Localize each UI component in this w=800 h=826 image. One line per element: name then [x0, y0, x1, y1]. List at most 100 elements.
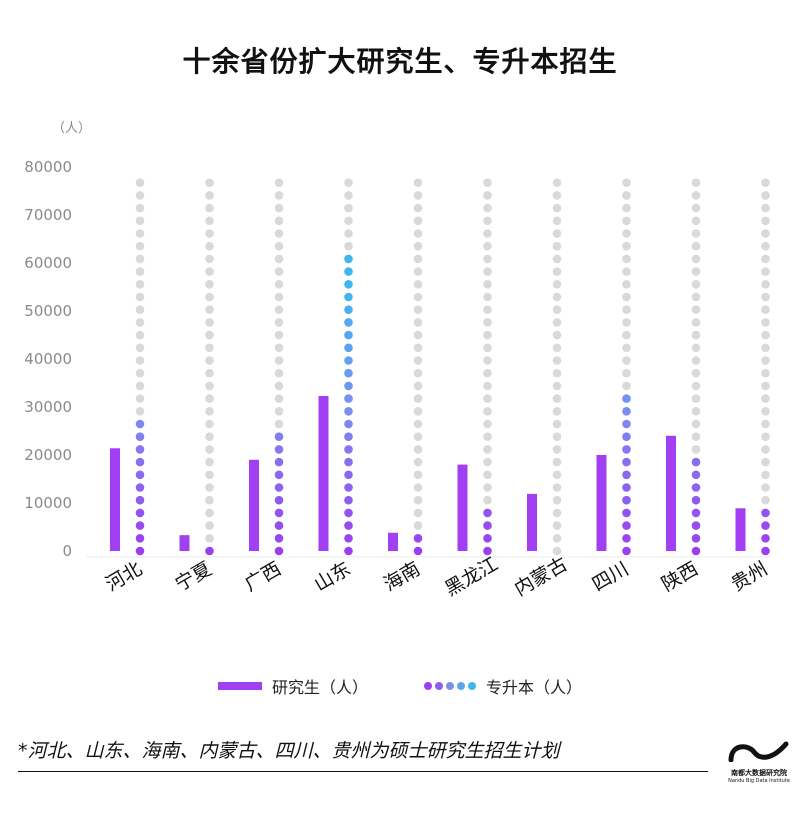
track-dot — [413, 381, 423, 391]
track-dot — [205, 305, 214, 315]
track-dot — [413, 368, 423, 378]
track-dot — [691, 432, 701, 442]
track-dot — [552, 229, 562, 238]
grad-bar-山东 — [318, 395, 329, 551]
track-dot — [552, 521, 562, 530]
track-dot — [205, 407, 214, 416]
track-dot — [135, 229, 145, 238]
zsb-dot-山东 — [344, 394, 353, 403]
chart-canvas: （人） 0 10000 20000 30000 40000 50000 60000 70000 8… — [24, 121, 771, 601]
zsb-dot-四川 — [622, 483, 631, 492]
zsb-dot-山东 — [344, 343, 353, 353]
track-dot — [413, 419, 423, 429]
track-dot — [205, 241, 214, 251]
track-dot — [413, 343, 423, 353]
track-dot — [483, 483, 492, 492]
grad-bar-河北 — [110, 448, 120, 551]
track-dot — [135, 305, 145, 315]
track-dot — [691, 445, 701, 454]
zsb-dot-山东 — [344, 356, 353, 365]
track-dot — [274, 216, 284, 226]
zsb-dot-山东 — [344, 508, 353, 518]
track-dot — [274, 419, 284, 429]
track-dot — [761, 356, 770, 365]
zsb-dot-海南 — [413, 534, 423, 543]
track-dot — [413, 229, 423, 238]
track-dot — [552, 470, 562, 480]
track-dot — [691, 368, 701, 378]
grad-bar-陕西 — [666, 435, 676, 551]
track-dot — [483, 229, 492, 238]
track-dot — [483, 356, 492, 365]
track-dot — [483, 407, 492, 416]
track-dot — [205, 432, 214, 442]
x-tick-label: 内蒙古 — [511, 553, 571, 601]
zsb-dot-山东 — [344, 470, 353, 480]
chart-title: 十余省份扩大研究生、专升本招生 — [182, 45, 618, 78]
track-dot — [413, 216, 423, 226]
track-dot — [205, 534, 214, 543]
track-dot — [205, 254, 214, 264]
track-dot — [483, 445, 492, 454]
grad-bar-广西 — [249, 459, 259, 551]
track-dot — [483, 394, 492, 403]
track-dot — [761, 292, 770, 302]
track-dot — [205, 229, 214, 238]
track-dot — [135, 216, 145, 226]
track-dot — [552, 534, 562, 543]
y-tick-label: 0 — [62, 542, 72, 560]
track-dot — [761, 432, 770, 442]
track-dot — [413, 241, 423, 251]
track-dot — [413, 292, 423, 302]
y-tick-label: 30000 — [24, 398, 72, 416]
track-dot — [552, 330, 562, 340]
track-dot — [344, 229, 353, 238]
zsb-dot-河北 — [135, 508, 145, 518]
track-dot — [274, 241, 284, 251]
track-dot — [691, 191, 701, 200]
zsb-dot-四川 — [622, 419, 631, 429]
track-dot — [413, 407, 423, 416]
x-tick-label: 陕西 — [658, 558, 702, 596]
track-dot — [205, 457, 214, 467]
track-dot — [552, 241, 562, 251]
zsb-dot-四川 — [622, 508, 631, 518]
zsb-dot-河北 — [135, 445, 145, 454]
track-dot — [413, 394, 423, 403]
track-dot — [135, 318, 145, 327]
track-dot — [552, 318, 562, 327]
track-dot — [135, 241, 145, 251]
track-dot — [691, 267, 701, 276]
y-tick-label: 50000 — [24, 302, 72, 320]
track-dot — [552, 432, 562, 442]
track-dot — [691, 305, 701, 315]
track-dot — [274, 229, 284, 238]
track-dot — [344, 203, 353, 213]
legend-zsb-swatch — [424, 682, 476, 690]
track-dot — [691, 381, 701, 391]
track-dot — [761, 318, 770, 327]
track-dot — [483, 254, 492, 264]
track-dot — [413, 508, 423, 518]
zsb-dot-广西 — [274, 546, 284, 556]
track-dot — [135, 343, 145, 353]
track-dot — [274, 318, 284, 327]
track-dot — [622, 216, 631, 226]
zsb-dot-陕西 — [691, 534, 701, 543]
zsb-dot-河北 — [135, 419, 145, 429]
zsb-dot-黑龙江 — [483, 508, 492, 518]
track-dot — [761, 470, 770, 480]
track-dot — [413, 445, 423, 454]
track-dot — [622, 318, 631, 327]
track-dot — [274, 254, 284, 264]
track-dot — [552, 407, 562, 416]
track-dot — [205, 445, 214, 454]
track-dot — [761, 368, 770, 378]
track-dot — [413, 457, 423, 467]
track-dot — [691, 216, 701, 226]
y-tick-label: 80000 — [24, 158, 72, 176]
y-tick-label: 70000 — [24, 206, 72, 224]
zsb-dot-山东 — [344, 534, 353, 543]
x-tick-label: 宁夏 — [172, 558, 216, 596]
track-dot — [552, 203, 562, 213]
